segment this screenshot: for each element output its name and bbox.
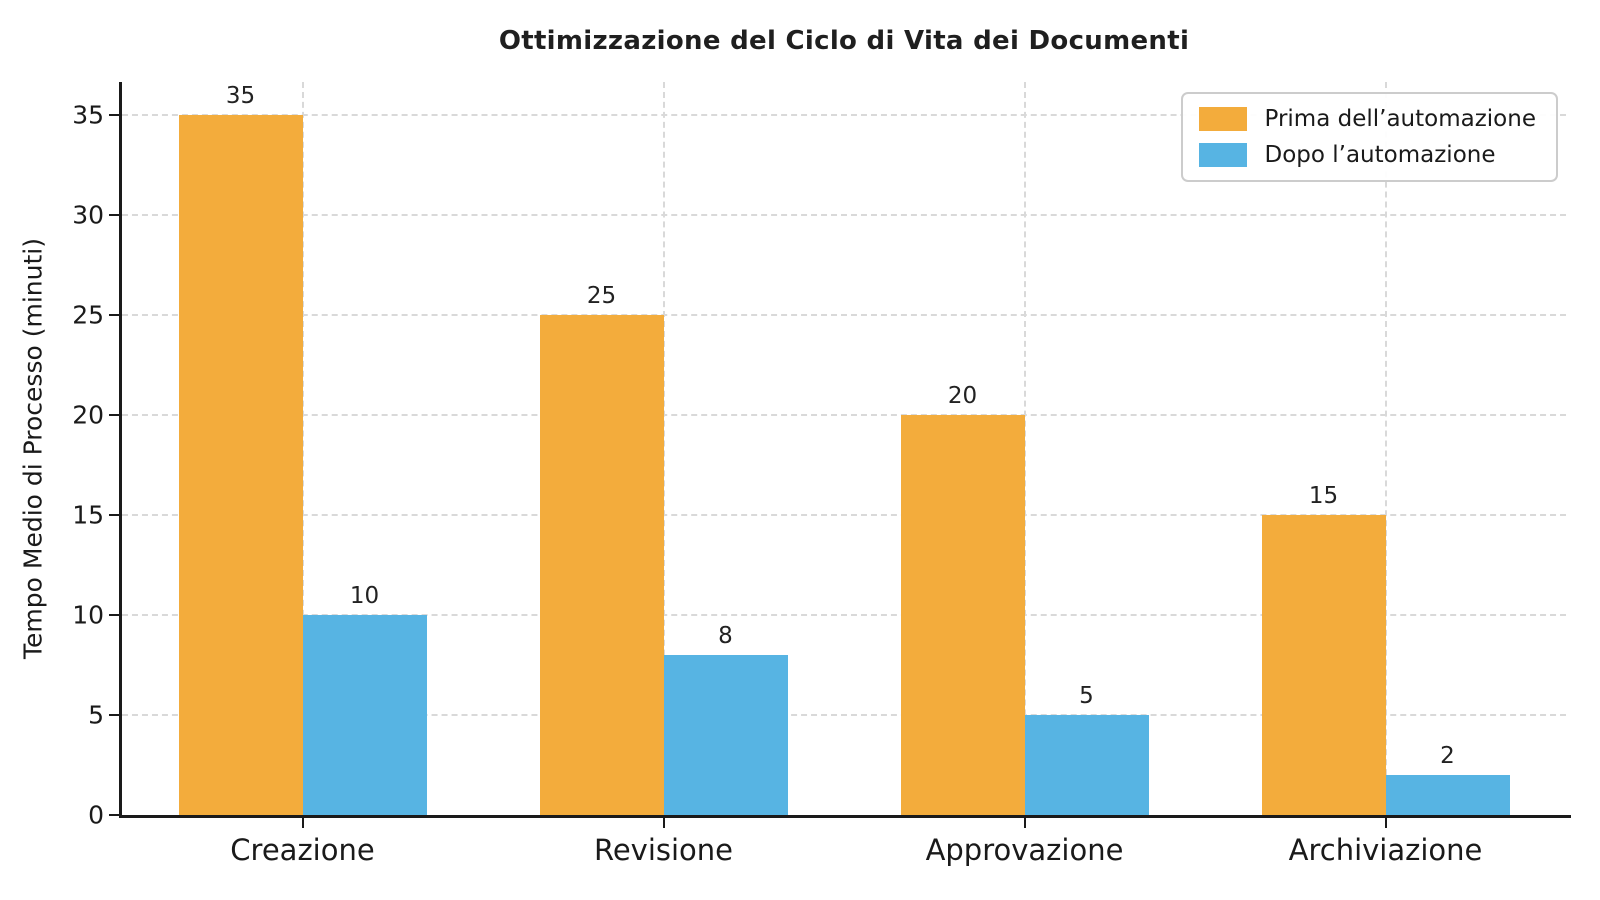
y-tick-label: 10	[72, 600, 104, 630]
bar-value-label: 8	[718, 623, 733, 649]
horizontal-gridline	[122, 314, 1566, 316]
y-tick-mark	[109, 214, 119, 216]
horizontal-gridline	[122, 514, 1566, 516]
bar-value-label: 2	[1440, 743, 1455, 769]
x-tick-label: Archiviazione	[1288, 833, 1483, 867]
x-axis-spine	[119, 815, 1571, 818]
legend: Prima dell’automazione Dopo l’automazion…	[1180, 92, 1558, 182]
bar-value-label: 35	[225, 83, 256, 109]
y-tick-mark	[109, 514, 119, 516]
y-tick-mark	[109, 414, 119, 416]
y-tick-mark	[109, 614, 119, 616]
y-tick-label: 15	[72, 500, 104, 530]
vertical-gridline	[1384, 82, 1387, 815]
legend-swatch-before	[1198, 107, 1247, 131]
bar-value-label: 10	[349, 583, 380, 609]
y-tick-label: 25	[72, 300, 104, 330]
x-tick-label: Approvazione	[925, 833, 1124, 867]
y-tick-mark	[109, 814, 119, 816]
y-tick-label: 20	[72, 400, 104, 430]
x-tick-mark	[1023, 818, 1026, 828]
vertical-gridline	[1023, 82, 1026, 815]
horizontal-gridline	[122, 214, 1566, 216]
y-tick-label: 35	[72, 100, 104, 130]
legend-label-after: Dopo l’automazione	[1264, 142, 1496, 168]
bar-after	[1024, 715, 1149, 815]
y-tick-mark	[109, 314, 119, 316]
y-tick-label: 30	[72, 200, 104, 230]
legend-label-before: Prima dell’automazione	[1264, 106, 1537, 132]
bar-before	[178, 115, 303, 815]
bar-value-label: 20	[947, 383, 978, 409]
x-tick-label: Revisione	[593, 833, 734, 867]
y-axis-spine	[119, 82, 122, 818]
bar-after	[302, 615, 427, 815]
horizontal-gridline	[122, 114, 1566, 116]
bar-before	[1261, 515, 1386, 815]
y-tick-label: 5	[88, 700, 104, 730]
x-tick-mark	[1384, 818, 1387, 828]
vertical-gridline	[662, 82, 665, 815]
y-tick-mark	[109, 114, 119, 116]
bar-after	[1385, 775, 1510, 815]
horizontal-gridline	[122, 414, 1566, 416]
horizontal-gridline	[122, 714, 1566, 716]
bar-after	[663, 655, 788, 815]
bar-before	[900, 415, 1025, 815]
legend-swatch-after	[1198, 143, 1247, 167]
bar-before	[539, 315, 664, 815]
y-tick-label: 0	[88, 800, 104, 830]
x-tick-mark	[301, 818, 304, 828]
bar-value-label: 5	[1079, 683, 1094, 709]
horizontal-gridline	[122, 614, 1566, 616]
legend-row-after: Dopo l’automazione	[1198, 142, 1537, 168]
x-tick-mark	[662, 818, 665, 828]
x-tick-label: Creazione	[230, 833, 375, 867]
chart-title: Ottimizzazione del Ciclo di Vita dei Doc…	[498, 26, 1190, 56]
legend-row-before: Prima dell’automazione	[1198, 106, 1537, 132]
y-tick-mark	[109, 714, 119, 716]
plot-area: 35 10 25 8 20 5 15 2	[119, 82, 1571, 818]
bar-value-label: 15	[1308, 483, 1339, 509]
vertical-gridline	[301, 82, 304, 815]
bar-value-label: 25	[586, 283, 617, 309]
